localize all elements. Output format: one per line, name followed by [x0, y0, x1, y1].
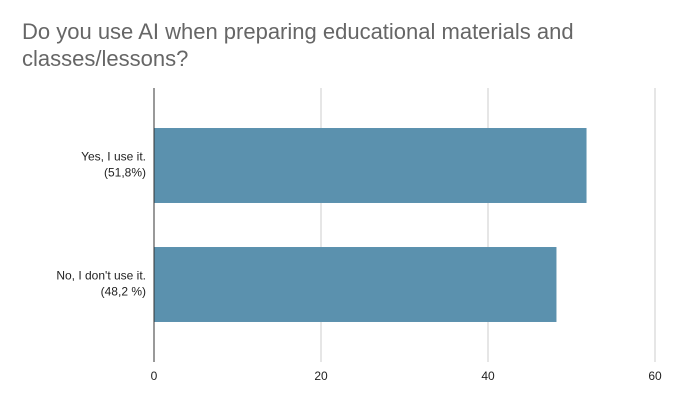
y-tick-label: (51,8%) [104, 166, 146, 180]
x-tick-label: 0 [151, 369, 158, 383]
x-tick-label: 40 [481, 369, 495, 383]
bar [154, 247, 557, 322]
chart-title: Do you use AI when preparing educational… [22, 19, 574, 71]
x-tick-label: 60 [648, 369, 662, 383]
bar [154, 128, 587, 203]
x-tick-label: 20 [314, 369, 328, 383]
y-tick-label: Yes, I use it. [81, 150, 146, 164]
y-tick-label: (48,2 %) [101, 285, 146, 299]
y-tick-label: No, I don't use it. [56, 269, 146, 283]
